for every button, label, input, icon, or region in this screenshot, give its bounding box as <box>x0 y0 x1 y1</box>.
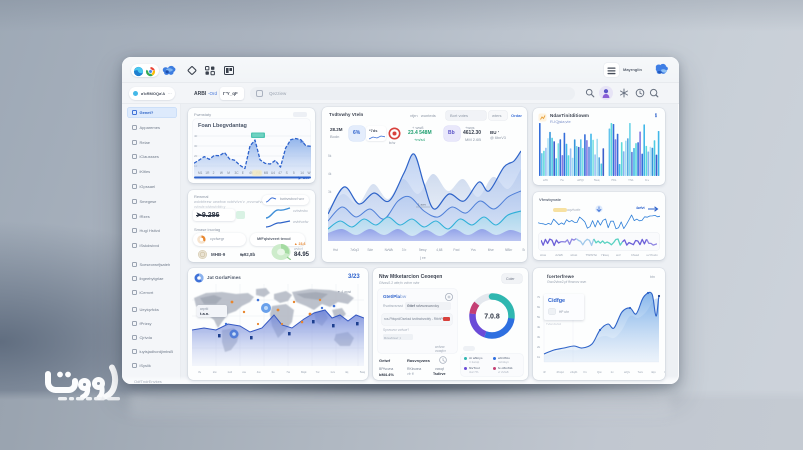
svg-text:v4q/b: v4q/b <box>570 370 578 374</box>
svg-text:wQv: wQv <box>624 370 631 374</box>
svg-text:W: W <box>220 171 223 175</box>
svg-text:5ewy: 5ewy <box>419 248 427 252</box>
svg-text:7ws: 7ws <box>638 370 644 374</box>
svg-text:4V: 4V <box>249 171 254 175</box>
svg-text:7w: 7w <box>286 370 291 374</box>
svg-text:TWWTst: TWWTst <box>586 253 597 257</box>
svg-text:uvYbwtx: uvYbwtx <box>646 253 658 257</box>
svg-text:Yvs: Yvs <box>471 248 477 252</box>
svg-text:20: 20 <box>194 154 198 158</box>
svg-text:Fwd: Fwd <box>453 248 459 252</box>
svg-text:5wq: 5wq <box>360 370 366 374</box>
svg-text:1vs: 1vs <box>330 370 335 374</box>
svg-text:7.0.8: 7.0.8 <box>484 314 500 321</box>
svg-text:Hst: Hst <box>333 248 338 252</box>
svg-text:3v: 3v <box>198 370 202 374</box>
svg-text:a7b: a7b <box>543 178 548 182</box>
svg-text:3k: 3k <box>537 335 541 339</box>
svg-text:Mqk: Mqk <box>301 370 307 374</box>
svg-text:YS1: YS1 <box>628 178 634 182</box>
svg-text:Swtg: Swtg <box>522 248 525 252</box>
svg-text:3C: 3C <box>235 171 240 175</box>
svg-text:NBbr: NBbr <box>505 248 513 252</box>
svg-text:5: 5 <box>293 171 295 175</box>
svg-text:U4: U4 <box>271 171 275 175</box>
svg-text:40: 40 <box>194 134 198 138</box>
svg-text:7DL: 7DL <box>611 178 617 182</box>
svg-text:Qw: Qw <box>597 370 602 374</box>
svg-text:3 b: 3 b <box>402 248 407 252</box>
svg-text:5k: 5k <box>328 154 332 158</box>
svg-text:7v0q3: 7v0q3 <box>350 248 359 252</box>
svg-text:4k: 4k <box>537 325 541 329</box>
svg-text:1 aws: 1 aws <box>418 203 426 207</box>
svg-text:7k: 7k <box>537 295 541 299</box>
svg-text:uPQr: uPQr <box>577 178 584 182</box>
svg-text:7w: 7w <box>560 178 565 182</box>
svg-text:2: 2 <box>213 171 215 175</box>
svg-text:30: 30 <box>194 144 198 148</box>
svg-text:3k: 3k <box>328 190 332 194</box>
svg-text:3e: 3e <box>272 370 276 374</box>
svg-text:4f: 4f <box>543 370 546 374</box>
svg-text:NvWk: NvWk <box>385 248 394 252</box>
svg-text:YEwq: YEwq <box>601 253 609 257</box>
svg-text:7w: 7w <box>316 370 321 374</box>
svg-text:4,68: 4,68 <box>436 248 442 252</box>
svg-text:14: 14 <box>300 171 304 175</box>
svg-text:5k: 5k <box>537 315 541 319</box>
svg-text:4w: 4w <box>257 370 262 374</box>
svg-text:47: 47 <box>278 171 282 175</box>
svg-text:wGst: wGst <box>570 253 577 257</box>
svg-text:Fv: Fv <box>584 370 588 374</box>
svg-text:6k: 6k <box>537 305 541 309</box>
svg-text:4q: 4q <box>345 370 349 374</box>
svg-text:1vd: 1vd <box>227 370 232 374</box>
svg-text:M: M <box>227 171 230 175</box>
svg-text:M5: M5 <box>264 171 269 175</box>
svg-text:E: E <box>242 171 244 175</box>
svg-text:Fw9: Fw9 <box>665 370 666 374</box>
svg-text:4qv: 4qv <box>651 370 656 374</box>
svg-text:1v: 1v <box>611 370 615 374</box>
svg-text:5ws;: 5ws; <box>594 178 600 182</box>
svg-text:Mve: Mve <box>488 248 494 252</box>
svg-text:AvWb: AvWb <box>555 253 563 257</box>
svg-text:M1: M1 <box>198 171 203 175</box>
svg-text:uw: uw <box>242 370 247 374</box>
svg-text:wvf: wvf <box>616 253 621 257</box>
svg-text:1k: 1k <box>537 355 541 359</box>
svg-text:Sde: Sde <box>367 248 373 252</box>
svg-text:sGw: sGw <box>540 253 547 257</box>
svg-text:2hqvt: 2hqvt <box>557 370 565 374</box>
svg-text:4k: 4k <box>328 172 332 176</box>
svg-text:1R: 1R <box>205 171 210 175</box>
svg-text:2w: 2w <box>213 370 218 374</box>
svg-text:bfwsd: bfwsd <box>631 253 639 257</box>
svg-text:2k: 2k <box>537 345 541 349</box>
svg-text:W: W <box>308 171 311 175</box>
svg-text:9-v: 9-v <box>645 178 650 182</box>
svg-text:S: S <box>286 171 288 175</box>
